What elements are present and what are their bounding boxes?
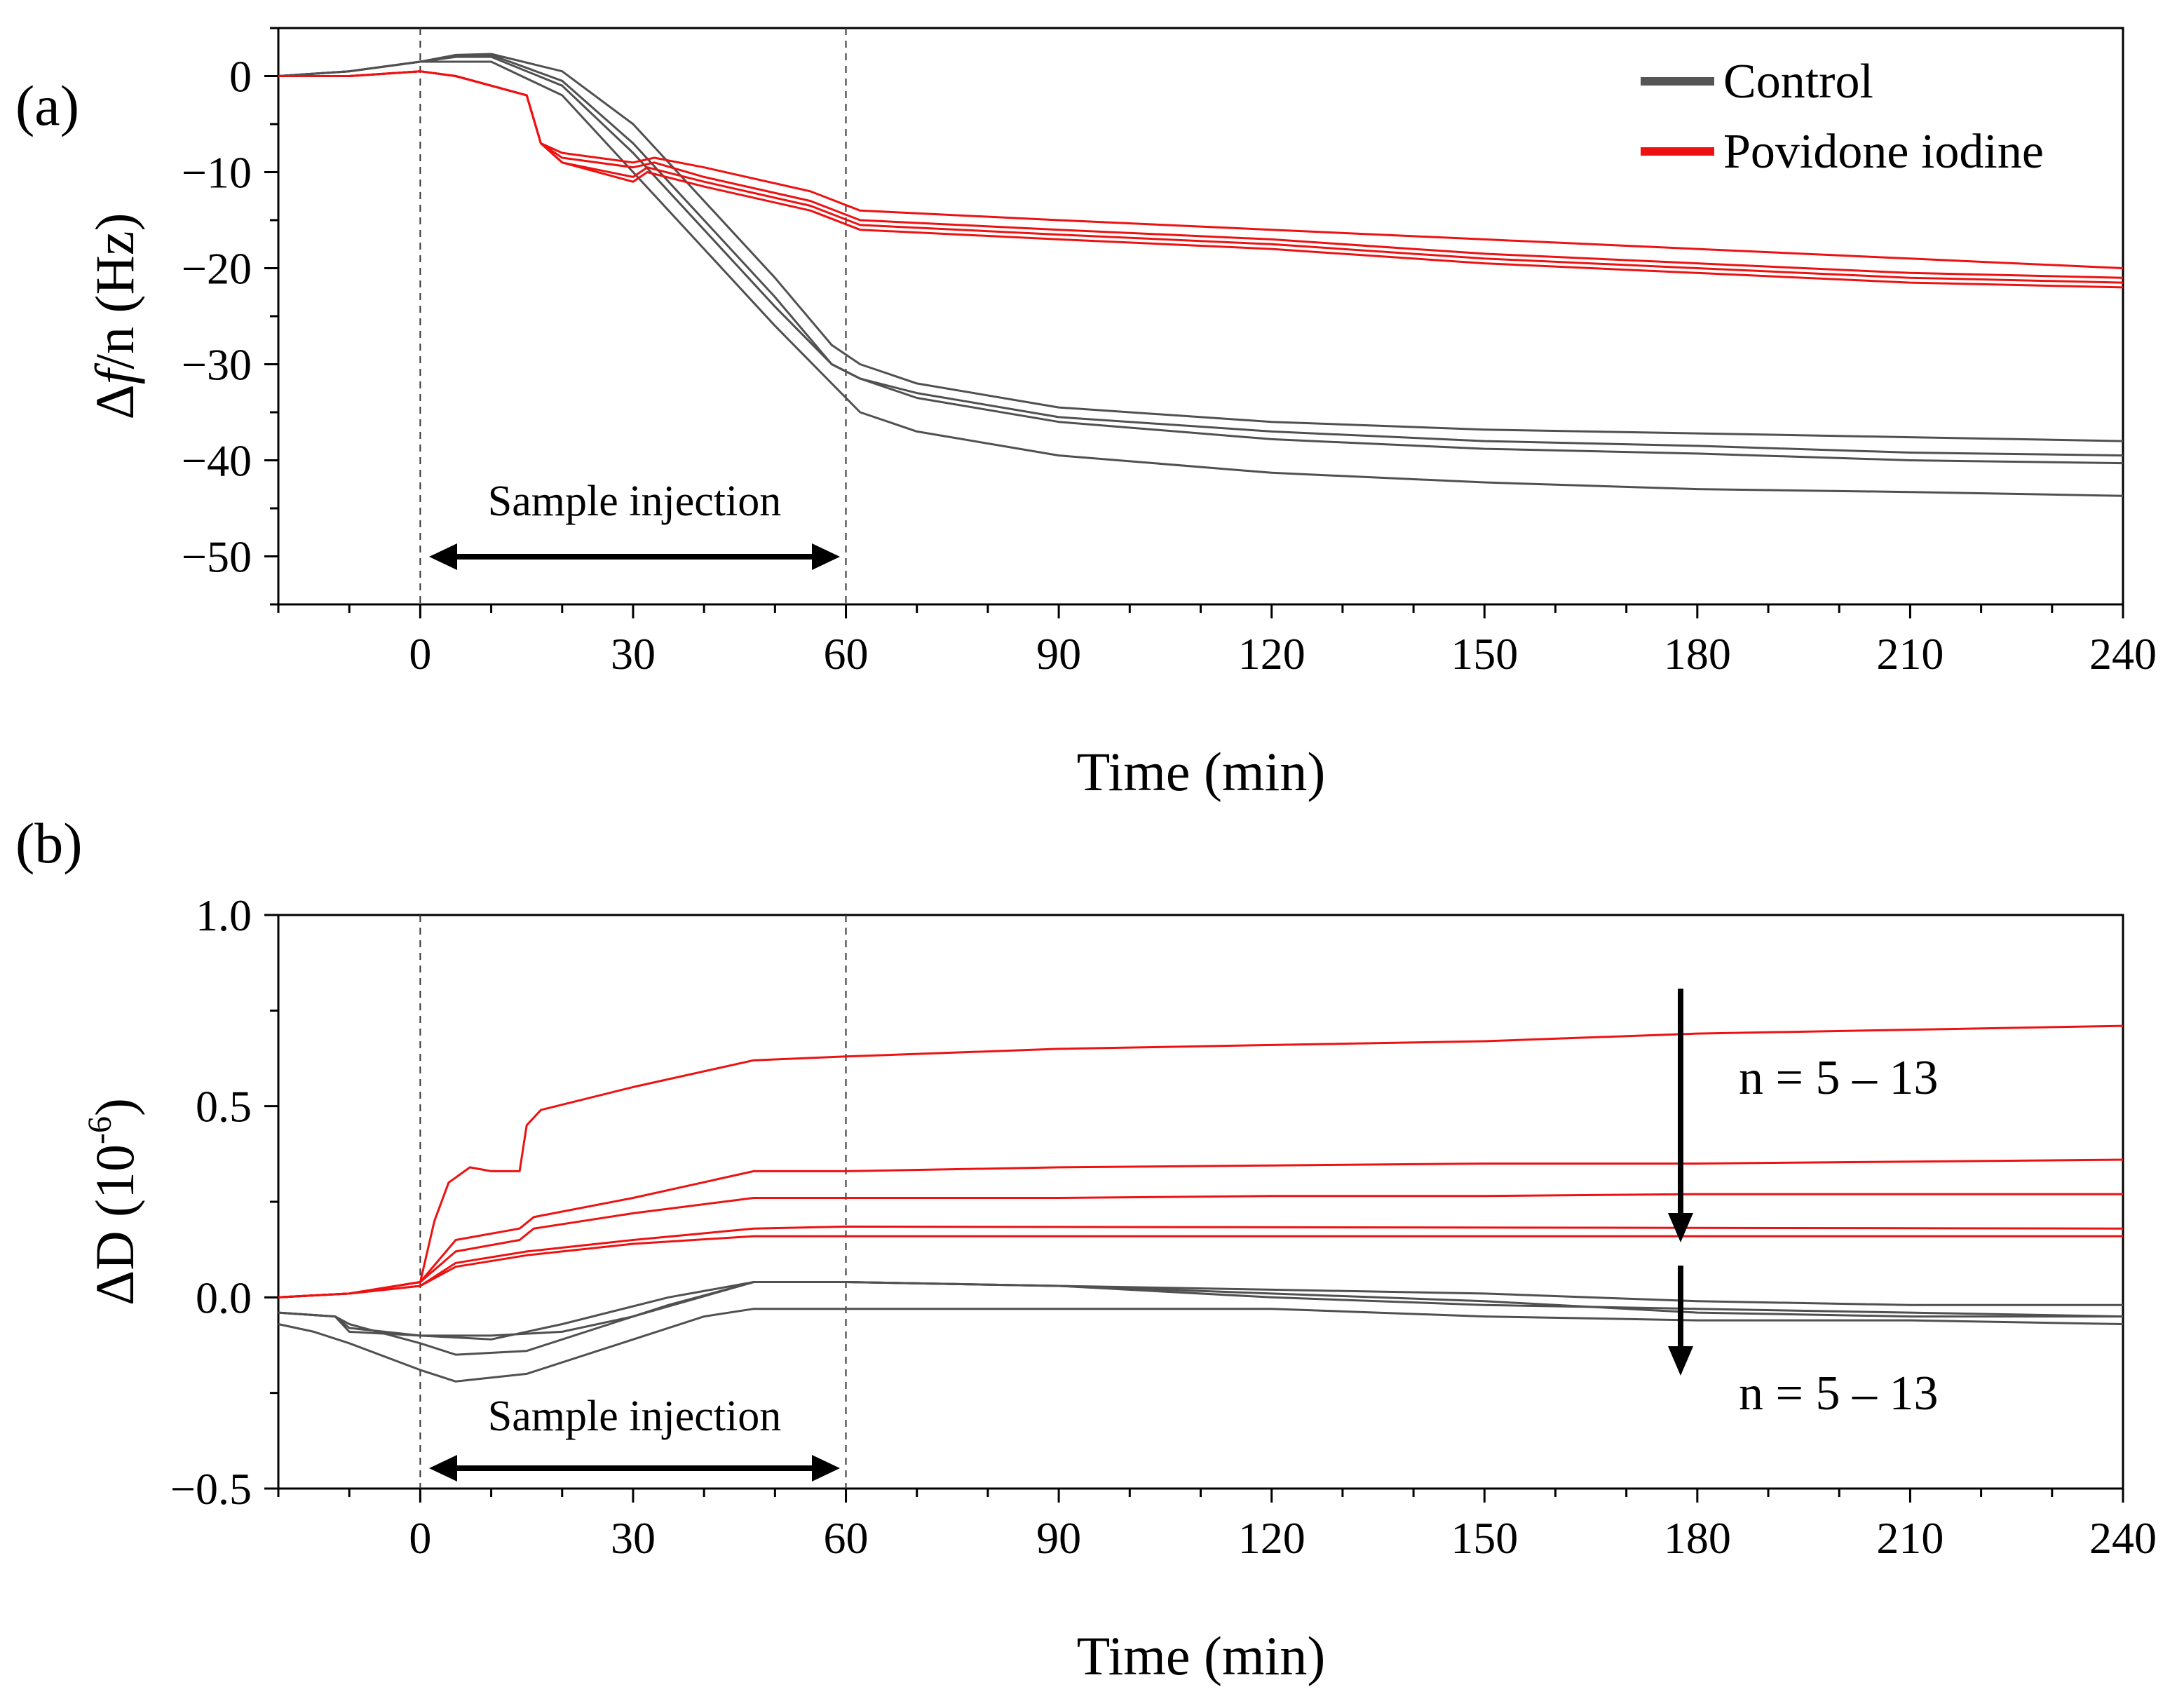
arrowhead-right-a <box>812 543 840 570</box>
y-axis-b: 1.0 0.5 0.0 −0.5 <box>170 890 278 1514</box>
panel-b: (b) 0 30 60 90 120 150 180 210 240 1.0 0.5 0.0 −0.5… <box>15 811 2157 1686</box>
x-tick-label-b-8: 240 <box>2089 1513 2157 1563</box>
sample-injection-label-b: Sample injection <box>488 1392 781 1440</box>
y-label-b-sup: -6 <box>81 1116 118 1144</box>
series-line-b-7 <box>278 1308 2124 1383</box>
n-annotations: n = 5 – 13 n = 5 – 13 <box>1668 989 1938 1421</box>
x-tick-label-b-5: 150 <box>1451 1513 1518 1563</box>
y-tick-label-a-2: −20 <box>182 244 252 294</box>
x-axis-label-b: Time (min) <box>1077 1625 1326 1686</box>
series-line-b-8 <box>278 1281 2123 1341</box>
x-tick-label-b-0: 0 <box>409 1513 431 1563</box>
panel-label-a: (a) <box>15 74 79 137</box>
n-arrowhead-red <box>1668 1213 1693 1242</box>
y-tick-label-a-1: −10 <box>182 148 252 198</box>
legend-a: Control Povidone iodine <box>1641 55 2044 179</box>
y-tick-label-a-5: −50 <box>182 532 252 582</box>
y-tick-label-a-4: −40 <box>182 436 252 486</box>
x-tick-label-a-8: 240 <box>2089 629 2157 679</box>
x-tick-label-b-3: 90 <box>1036 1513 1081 1563</box>
series-line-b-2 <box>278 1193 2123 1299</box>
y-axis-label-b: ΔD (10-6) <box>81 1098 145 1306</box>
y-axis-label-a: Δf/n (Hz) <box>84 213 145 420</box>
x-tick-label-a-2: 60 <box>824 629 869 679</box>
y-label-b-main: ΔD (10 <box>84 1144 145 1306</box>
y-tick-label-a-0: 0 <box>229 52 252 102</box>
sample-injection-label-a: Sample injection <box>488 477 781 525</box>
x-tick-label-b-6: 180 <box>1664 1513 1731 1563</box>
series-line-a-3 <box>278 60 2124 497</box>
x-tick-label-a-1: 30 <box>611 629 656 679</box>
x-axis-b: 0 30 60 90 120 150 180 210 240 <box>277 1489 2157 1563</box>
legend-label-control: Control <box>1723 55 1873 109</box>
y-axis-a: 0 −10 −20 −30 −40 −50 <box>182 27 278 606</box>
series-a <box>278 53 2124 497</box>
y-tick-label-a-3: −30 <box>182 340 252 390</box>
series-line-a-7 <box>278 70 2124 289</box>
x-tick-label-a-0: 0 <box>409 629 431 679</box>
series-line-b-0 <box>278 1024 2124 1299</box>
x-axis-label-a: Time (min) <box>1077 741 1326 802</box>
x-tick-label-b-7: 210 <box>1876 1513 1944 1563</box>
y-tick-label-b-2: 0.0 <box>196 1273 252 1322</box>
series-line-a-1 <box>278 53 2124 442</box>
y-label-a-rest: /n (Hz) <box>84 213 145 370</box>
x-tick-label-b-2: 60 <box>824 1513 869 1563</box>
y-label-b-close: ) <box>84 1098 145 1116</box>
x-tick-label-a-5: 150 <box>1451 629 1518 679</box>
annotation-a: Sample injection <box>429 477 840 570</box>
x-tick-label-b-4: 120 <box>1238 1513 1305 1563</box>
panel-a: (a) 0 30 60 90 120 150 180 210 240 0 −10 −20 −30 −40… <box>15 27 2157 802</box>
n-arrowhead-gray <box>1668 1346 1693 1376</box>
arrowhead-right-b <box>812 1455 840 1482</box>
y-label-a-delta: Δ <box>84 384 145 419</box>
x-tick-label-b-1: 30 <box>611 1513 656 1563</box>
panel-label-b: (b) <box>15 811 83 875</box>
y-tick-label-b-0: 1.0 <box>196 890 252 940</box>
n-label-gray: n = 5 – 13 <box>1739 1367 1938 1421</box>
series-line-b-6 <box>278 1281 2124 1356</box>
series-line-b-1 <box>278 1158 2124 1299</box>
annotation-b: Sample injection <box>429 1392 840 1482</box>
x-axis-a: 0 30 60 90 120 150 180 210 240 <box>277 604 2157 679</box>
arrowhead-left-a <box>429 543 457 570</box>
legend-label-povidone-iodine: Povidone iodine <box>1723 125 2044 179</box>
x-tick-label-a-4: 120 <box>1238 629 1305 679</box>
arrowhead-left-b <box>429 1455 457 1482</box>
series-line-a-2 <box>278 53 2124 465</box>
x-tick-label-a-3: 90 <box>1036 629 1081 679</box>
x-tick-label-a-7: 210 <box>1876 629 1944 679</box>
x-tick-label-a-6: 180 <box>1664 629 1731 679</box>
series-line-b-4 <box>278 1235 2123 1299</box>
vlines-a <box>419 28 847 604</box>
series-b <box>278 1024 2124 1383</box>
y-tick-label-b-1: 0.5 <box>196 1082 252 1132</box>
n-label-red: n = 5 – 13 <box>1739 1051 1938 1105</box>
y-tick-label-b-3: −0.5 <box>170 1464 252 1514</box>
